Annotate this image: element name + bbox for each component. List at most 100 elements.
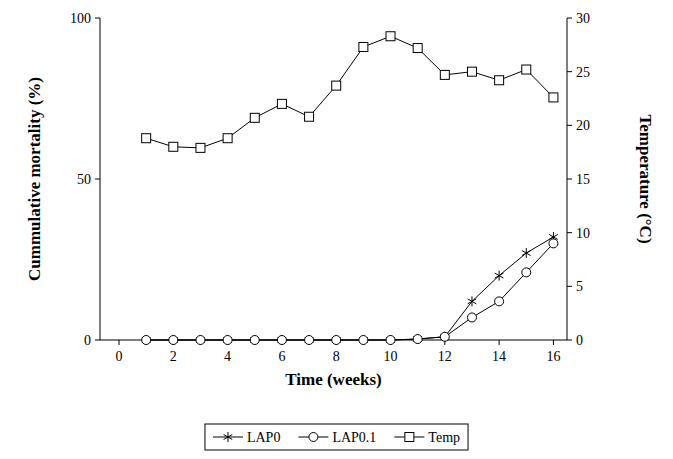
marker-shape <box>359 42 368 51</box>
y2-axis-label: Temperature (°C) <box>636 114 655 243</box>
marker-shape <box>169 142 178 151</box>
marker-circle <box>169 336 178 345</box>
y-tick <box>95 340 100 341</box>
y2-tick <box>567 71 572 72</box>
marker-shape <box>169 336 178 345</box>
marker-asterisk <box>142 335 151 345</box>
marker-square <box>495 76 504 85</box>
marker-square <box>549 93 558 102</box>
marker-asterisk <box>196 335 205 345</box>
marker-circle <box>277 336 286 345</box>
marker-shape <box>277 336 286 345</box>
plot-area <box>142 32 558 345</box>
marker-asterisk <box>440 332 449 342</box>
marker-circle <box>522 268 531 277</box>
marker-asterisk <box>250 335 259 345</box>
y2-tick <box>567 286 572 287</box>
marker-asterisk <box>332 335 341 345</box>
marker-circle <box>467 313 476 322</box>
legend-item: Temp <box>394 430 460 445</box>
y2-tick-label: 20 <box>576 118 590 133</box>
marker-square <box>522 65 531 74</box>
marker-asterisk <box>359 335 368 345</box>
chart-svg: 0246810121416050100051015202530Time (wee… <box>0 0 673 459</box>
y-axis-label: Cummulative mortality (%) <box>25 77 44 281</box>
marker-circle <box>305 336 314 345</box>
x-tick-label: 8 <box>333 349 340 364</box>
marker-asterisk <box>305 335 314 345</box>
marker-circle <box>495 297 504 306</box>
y2-tick-label: 0 <box>576 333 583 348</box>
marker-shape <box>440 332 449 341</box>
marker-circle <box>196 336 205 345</box>
marker-asterisk <box>169 335 178 345</box>
x-tick-label: 14 <box>492 349 506 364</box>
marker-square <box>250 113 259 122</box>
marker-shape <box>196 336 205 345</box>
marker-circle <box>332 336 341 345</box>
y2-tick-label: 30 <box>576 11 590 26</box>
marker-shape <box>305 112 314 121</box>
x-tick <box>553 340 554 345</box>
marker-shape <box>332 81 341 90</box>
marker-square <box>413 44 422 53</box>
y-tick-label: 50 <box>77 172 91 187</box>
legend-item: LAP0 <box>213 430 280 445</box>
marker-circle <box>142 336 151 345</box>
marker-square <box>405 433 414 442</box>
marker-asterisk <box>224 432 233 442</box>
marker-square <box>223 134 232 143</box>
x-tick-label: 2 <box>170 349 177 364</box>
y2-tick <box>567 18 572 19</box>
x-tick-label: 4 <box>224 349 231 364</box>
marker-square <box>386 32 395 41</box>
series-line <box>146 36 553 148</box>
y-tick-label: 100 <box>70 11 91 26</box>
legend-box <box>205 424 468 450</box>
marker-square <box>169 142 178 151</box>
marker-asterisk <box>468 296 477 306</box>
y2-tick <box>567 125 572 126</box>
marker-square <box>277 99 286 108</box>
marker-shape <box>413 335 422 344</box>
x-tick-label: 0 <box>116 349 123 364</box>
legend-label: Temp <box>428 430 460 445</box>
legend-label: LAP0.1 <box>332 430 376 445</box>
marker-circle <box>359 336 368 345</box>
y2-tick <box>567 340 572 341</box>
y2-tick-label: 15 <box>576 172 590 187</box>
marker-square <box>142 134 151 143</box>
legend-label: LAP0 <box>247 430 280 445</box>
marker-shape <box>495 76 504 85</box>
marker-stroke <box>468 299 477 304</box>
marker-stroke <box>224 435 233 440</box>
x-tick-label: 10 <box>384 349 398 364</box>
legend-item: LAP0.1 <box>298 430 376 445</box>
marker-shape <box>196 143 205 152</box>
marker-asterisk <box>413 334 422 344</box>
series-line <box>146 237 553 340</box>
y2-tick <box>567 232 572 233</box>
y2-tick-label: 5 <box>576 279 583 294</box>
marker-stroke <box>468 299 477 304</box>
marker-square <box>467 67 476 76</box>
marker-shape <box>142 134 151 143</box>
y2-tick <box>567 179 572 180</box>
marker-square <box>359 42 368 51</box>
x-tick-label: 6 <box>278 349 285 364</box>
marker-shape <box>440 70 449 79</box>
chart-container: 0246810121416050100051015202530Time (wee… <box>0 0 673 459</box>
marker-asterisk <box>278 335 287 345</box>
marker-shape <box>549 93 558 102</box>
marker-asterisk <box>223 335 232 345</box>
marker-circle <box>223 336 232 345</box>
marker-circle <box>386 336 395 345</box>
marker-shape <box>405 433 414 442</box>
marker-square <box>440 70 449 79</box>
marker-circle <box>549 239 558 248</box>
marker-shape <box>309 433 318 442</box>
x-tick <box>499 340 500 345</box>
marker-stroke <box>495 273 504 278</box>
marker-circle <box>250 336 259 345</box>
marker-shape <box>223 134 232 143</box>
